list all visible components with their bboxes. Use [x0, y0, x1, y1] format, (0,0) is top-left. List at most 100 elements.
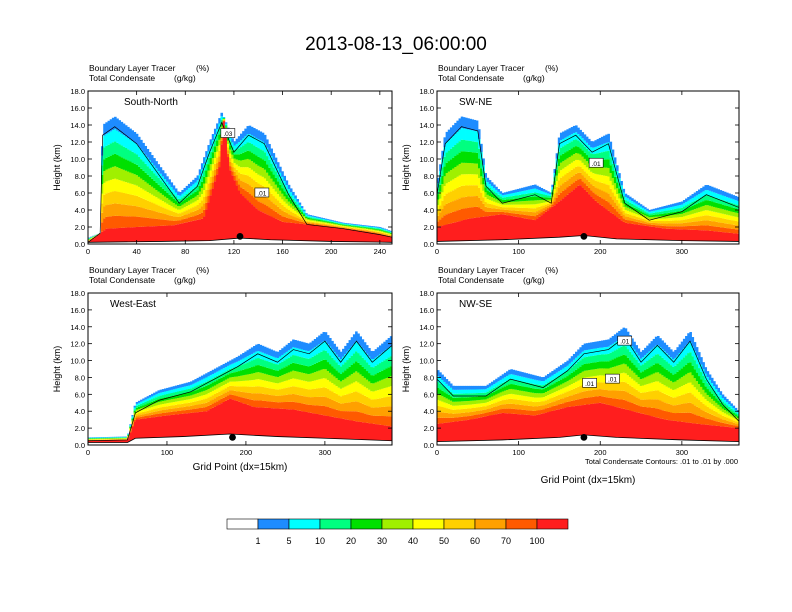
tracer-cell [523, 190, 526, 195]
tracer-cell [166, 415, 169, 438]
tracer-cell [224, 379, 228, 384]
tracer-cell [170, 201, 174, 207]
tracer-cell [211, 399, 215, 404]
tracer-cell [248, 168, 252, 177]
tracer-cell [203, 176, 206, 184]
tracer-cell [646, 208, 649, 211]
tracer-cell [728, 232, 731, 242]
tracer-cell [168, 184, 171, 190]
tracer-cell [365, 379, 369, 389]
tracer-cell [192, 387, 195, 392]
tracer-cell [266, 381, 269, 388]
tracer-cell [596, 174, 600, 182]
tracer-cell [300, 411, 304, 438]
tracer-cell [449, 417, 453, 423]
tracer-cell [155, 411, 158, 415]
tracer-cell [359, 230, 362, 232]
tracer-cell [357, 228, 360, 230]
tracer-cell [313, 220, 317, 222]
tracer-cell [324, 223, 328, 225]
tracer-cell [357, 353, 360, 363]
tracer-cell [482, 406, 485, 410]
tracer-cell [493, 208, 496, 212]
tracer-cell [439, 400, 442, 407]
tracer-cell [355, 226, 358, 228]
tracer-cell [687, 207, 690, 212]
tracer-cell [259, 175, 263, 185]
tracer-cell [383, 369, 386, 379]
tracer-cell [142, 418, 145, 438]
tracer-cell [648, 220, 651, 223]
tracer-cell [577, 147, 580, 154]
tracer-cell [292, 212, 295, 217]
tracer-cell [205, 151, 208, 158]
tracer-cell [294, 210, 297, 214]
tracer-cell [486, 190, 490, 195]
tracer-cell [363, 404, 367, 414]
tracer-cell [287, 365, 291, 373]
tracer-cell [246, 386, 250, 393]
tracer-cell [618, 208, 621, 214]
tracer-cell [205, 377, 208, 382]
tracer-cell [620, 202, 623, 208]
tracer-cell [467, 174, 470, 186]
tracer-cell [261, 386, 265, 394]
tracer-cell [352, 343, 356, 354]
tracer-cell [250, 144, 254, 153]
tracer-cell [157, 393, 161, 397]
tracer-cell [229, 170, 232, 239]
tracer-cell [458, 393, 462, 398]
tracer-cell [475, 400, 479, 404]
tracer-cell [465, 416, 468, 421]
tracer-cell [531, 383, 535, 389]
x-tick-label: 300 [319, 448, 332, 457]
tracer-cell [237, 190, 241, 239]
tracer-cell [183, 211, 187, 215]
tracer-cell [540, 209, 544, 213]
tracer-cell [250, 393, 254, 400]
tracer-cell [263, 134, 267, 144]
tracer-cell [495, 202, 498, 206]
tracer-cell [190, 409, 193, 413]
tracer-cell [352, 224, 356, 226]
tracer-cell [311, 348, 315, 357]
tracer-cell [200, 181, 204, 188]
tracer-cell [663, 211, 667, 214]
tracer-cell [311, 224, 315, 226]
tracer-cell [490, 211, 494, 216]
tracer-cell [337, 228, 341, 242]
tracer-cell [475, 418, 479, 441]
tracer-cell [667, 210, 671, 213]
tracer-cell [620, 215, 623, 221]
tracer-cell [209, 195, 213, 241]
tracer-cell [133, 409, 137, 411]
tracer-cell [279, 395, 282, 403]
tracer-cell [242, 358, 245, 365]
tracer-cell [702, 215, 705, 221]
tracer-cell [348, 393, 352, 403]
tracer-cell [447, 399, 451, 405]
tracer-cell [531, 401, 535, 407]
tracer-cell [503, 390, 507, 396]
tracer-cell [687, 222, 690, 227]
tracer-cell [374, 226, 378, 228]
tracer-cell [218, 366, 221, 371]
tracer-cell [620, 180, 623, 186]
tracer-cell [253, 206, 256, 239]
tracer-cell [194, 382, 197, 387]
tracer-cell [131, 173, 134, 185]
tracer-cell [153, 414, 156, 418]
tracer-cell [378, 227, 382, 229]
tracer-cell [562, 398, 565, 404]
tracer-cell [159, 404, 163, 408]
tracer-cell [250, 386, 254, 394]
tracer-cell [562, 146, 565, 154]
tracer-cell [381, 352, 384, 362]
tracer-cell [618, 198, 621, 204]
tracer-cell [566, 396, 569, 402]
tracer-cell [177, 411, 180, 415]
tracer-cell [471, 411, 475, 416]
tracer-cell [164, 202, 167, 209]
tracer-cell [499, 191, 503, 194]
tracer-cell [244, 392, 247, 399]
